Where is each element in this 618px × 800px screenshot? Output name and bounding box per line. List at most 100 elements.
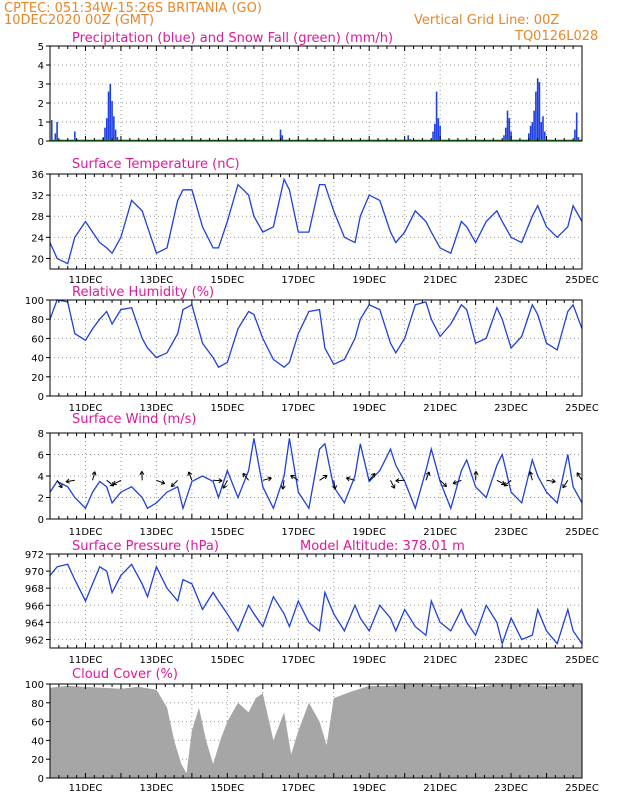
wind-arrow [576, 472, 583, 481]
wind-arrow [290, 474, 299, 481]
wind-arrow [425, 471, 430, 481]
precip-bar [279, 129, 282, 141]
y-tick-label: 8 [38, 429, 44, 440]
y-tick-label: 40 [31, 736, 44, 747]
panel-1: 20 24 28 32 36 11DEC 13DEC 15DEC 17DEC 19DEC 21DEC… [31, 157, 599, 286]
y-tick-label: 4 [38, 61, 44, 72]
y-tick-label: 970 [25, 567, 44, 578]
wind-arrowhead [425, 471, 431, 476]
x-tick-label: 21DEC [423, 783, 457, 794]
panel-2: 0 20 40 60 80 100 11DEC 13DEC 15DEC 17DEC 19DEC 21D… [25, 285, 599, 414]
wind-arrowhead [139, 471, 145, 476]
precip-bar [432, 131, 434, 141]
wind-arrowhead [503, 482, 509, 487]
precip-bar [536, 78, 539, 141]
header-grid-note: Vertical Grid Line: 00Z [414, 13, 559, 28]
y-tick-label: 0 [38, 392, 44, 403]
wind-arrow [390, 480, 396, 489]
x-tick-label: 25DEC [565, 783, 599, 794]
cloud-area [50, 684, 582, 778]
wind-arrowhead [112, 480, 117, 486]
plot-frame [49, 553, 583, 649]
wind-arrowhead [323, 474, 328, 480]
header-datetime: 10DEC2020 00Z (GMT) [4, 13, 154, 28]
wind-arrow [56, 480, 63, 489]
wind-arrow [496, 479, 506, 485]
panel-annotation: Model Altitude: 378.01 m [300, 539, 465, 554]
wind-arrowhead [395, 478, 400, 484]
wind-arrow [439, 479, 447, 488]
wind-arrowhead [473, 471, 479, 476]
precip-bar [74, 131, 76, 141]
precip-bar [575, 112, 578, 141]
series-line [49, 563, 583, 646]
y-tick-label: 20 [31, 755, 44, 766]
y-tick-label: 4 [38, 472, 44, 483]
precip-bar [439, 125, 441, 141]
x-tick-label: 21DEC [423, 655, 457, 666]
wind-arrowhead [528, 471, 534, 476]
wind-arrow [452, 479, 462, 484]
precip-bar [109, 84, 112, 141]
x-tick-label: 13DEC [140, 655, 174, 666]
wind-arrowhead [58, 483, 63, 489]
wind-arrow [92, 471, 96, 481]
y-tick-label: 0 [38, 774, 44, 785]
y-tick-label: 24 [31, 233, 44, 244]
x-tick-label: 19DEC [352, 783, 386, 794]
wind-arrowhead [242, 472, 247, 478]
x-tick-label: 13DEC [140, 527, 174, 538]
wind-arrow [242, 472, 250, 481]
wind-arrow [333, 480, 336, 490]
panels: 0 1 2 3 4 5 Precipitation (blue) and Snow Fall… [25, 31, 599, 794]
x-tick-label: 15DEC [210, 527, 244, 538]
wind-arrowhead [345, 476, 351, 482]
panel-4: 962 964 966 968 970 972 11DEC 13DEC 15DEC 17DEC 19… [25, 539, 599, 666]
y-tick-label: 40 [31, 354, 44, 365]
x-tick-label: 15DEC [210, 403, 244, 414]
x-tick-label: 13DEC [140, 403, 174, 414]
x-tick-label: 21DEC [423, 275, 457, 286]
precip-bar [116, 137, 119, 141]
precip-bar [50, 120, 53, 141]
y-tick-label: 80 [31, 699, 44, 710]
precip-bar [538, 82, 541, 141]
panel-5: 0 20 40 60 80 100 11DEC 13DEC 15DEC 17DEC 19DEC 21D… [25, 667, 599, 794]
x-tick-label: 25DEC [565, 527, 599, 538]
panel-title: Surface Pressure (hPa) [72, 539, 219, 554]
header-location: CPTEC: 051:34W-15:26S BRITANIA (GO) [4, 1, 262, 16]
y-tick-label: 1 [38, 118, 44, 129]
wind-arrowhead [576, 472, 581, 477]
y-tick-label: 60 [31, 334, 44, 345]
precip-bar [434, 123, 436, 141]
wind-arrowhead [170, 482, 176, 488]
precip-bar [506, 110, 509, 141]
x-tick-label: 21DEC [423, 527, 457, 538]
y-tick-label: 60 [31, 718, 44, 729]
x-tick-label: 17DEC [281, 275, 315, 286]
wind-arrow [106, 479, 115, 487]
x-tick-label: 17DEC [281, 527, 315, 538]
y-tick-label: 36 [31, 170, 44, 181]
precip-bar [540, 122, 543, 141]
x-tick-label: 17DEC [281, 655, 315, 666]
precip-bar [508, 118, 511, 141]
panel-title: Surface Wind (m/s) [72, 412, 196, 427]
wind-arrowhead [218, 478, 223, 484]
x-tick-label: 19DEC [352, 403, 386, 414]
y-tick-label: 3 [38, 80, 44, 91]
wind-arrow [282, 480, 285, 490]
x-tick-label: 19DEC [352, 655, 386, 666]
wind-arrow [112, 479, 122, 485]
wind-arrowhead [222, 484, 227, 489]
precip-bar [111, 101, 113, 141]
x-tick-label: 13DEC [140, 783, 174, 794]
y-tick-label: 0 [38, 137, 44, 148]
y-tick-label: 100 [25, 680, 44, 691]
wind-arrow [562, 480, 569, 489]
y-tick-label: 2 [38, 494, 44, 505]
wind-arrowhead [187, 471, 193, 476]
x-tick-label: 23DEC [494, 527, 528, 538]
wind-arrow [346, 477, 356, 481]
